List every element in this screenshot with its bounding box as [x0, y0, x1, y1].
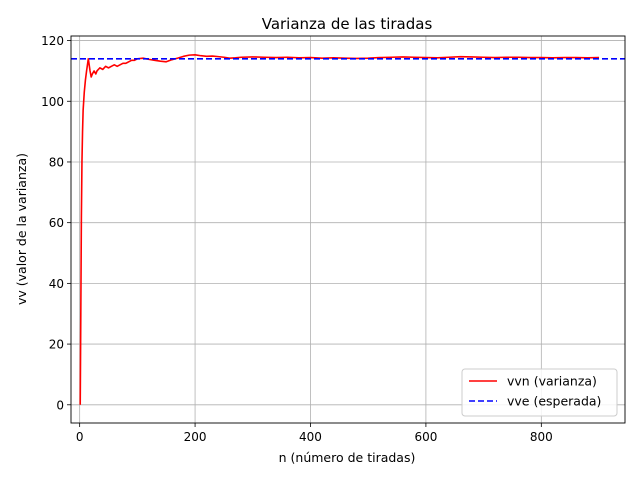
legend-box [461, 368, 618, 417]
x-axis-ticks: 0 200 400 600 800 [76, 423, 553, 444]
x-tick-label: 600 [414, 430, 437, 444]
legend: vvn (varianza) vve (esperada) [461, 368, 618, 417]
legend-label-vvn: vvn (varianza) [507, 374, 597, 389]
y-tick-label: 80 [49, 155, 64, 169]
y-axis-ticks: 0 20 40 60 80 100 120 [41, 34, 71, 412]
plot-frame [70, 35, 626, 424]
y-tick-label: 120 [41, 34, 64, 48]
y-tick-label: 0 [56, 398, 64, 412]
x-tick-label: 0 [76, 430, 84, 444]
y-tick-label: 40 [49, 277, 64, 291]
y-tick-label: 60 [49, 216, 64, 230]
chart-title: Varianza de las tiradas [262, 15, 433, 33]
legend-label-vve: vve (esperada) [507, 394, 601, 409]
y-tick-label: 20 [49, 338, 64, 352]
y-axis-title: vv (valor de la varianza) [14, 153, 29, 305]
y-tick-label: 100 [41, 95, 64, 109]
series-line-vvn [79, 54, 600, 405]
x-tick-label: 200 [184, 430, 207, 444]
x-tick-label: 800 [530, 430, 553, 444]
grid [71, 36, 625, 423]
x-tick-label: 400 [299, 430, 322, 444]
series-layer [71, 54, 625, 405]
x-axis-title: n (número de tiradas) [279, 450, 416, 465]
